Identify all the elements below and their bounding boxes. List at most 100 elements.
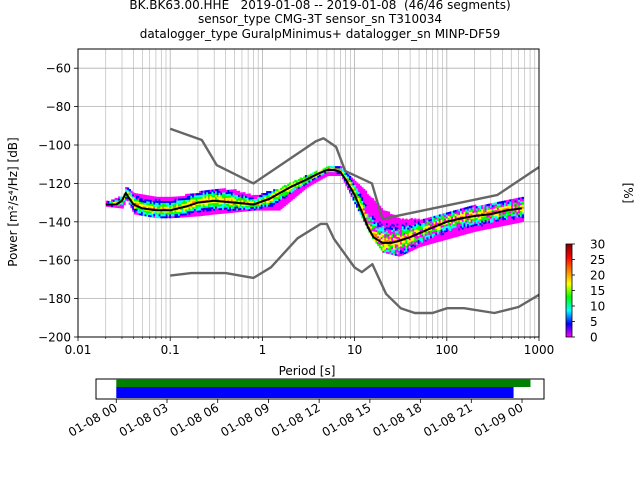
density-cell [223,195,227,199]
density-cell [236,198,239,201]
density-cell [405,247,408,250]
density-cell [148,201,151,204]
density-cell [403,250,406,253]
density-cell [375,218,378,221]
density-cell [410,218,413,221]
density-cell [398,229,401,232]
density-cell [121,204,124,207]
density-cell [505,201,509,205]
density-cell [296,186,299,189]
density-cell [380,223,383,226]
density-cell [207,195,211,198]
density-cell [232,191,235,194]
density-cell [445,214,449,217]
density-cell [174,204,177,207]
density-cell [135,210,138,213]
density-cell [341,177,345,180]
density-cell [423,220,426,223]
density-cell [463,232,466,235]
density-cell [195,195,198,198]
density-cell [220,192,223,195]
density-cell [385,232,389,235]
density-cell [437,237,440,241]
density-cell [190,199,193,202]
density-cell [511,206,514,209]
density-cell [470,209,473,212]
density-cell [148,197,151,200]
density-cell [498,205,502,208]
density-cell [491,216,495,219]
density-cell [135,202,138,206]
density-cell [280,197,283,200]
density-cell [451,235,454,239]
density-cell [378,232,382,235]
density-cell [477,217,480,220]
density-cell [199,194,202,197]
density-cell [204,201,207,205]
density-cell [244,193,248,197]
density-cell [197,206,200,209]
density-cell [234,191,237,194]
density-cell [178,198,181,201]
density-cell [489,216,493,219]
density-cell [155,212,158,215]
density-cell [401,252,405,256]
density-cell [273,200,276,203]
density-cell [162,206,165,209]
density-cell [262,208,265,211]
density-cell [202,202,205,205]
density-cell [243,192,246,195]
density-cell [468,208,472,211]
density-cell [433,217,436,220]
density-cell [269,191,272,194]
density-cell [387,213,391,216]
density-cell [504,204,507,207]
density-cell [142,209,146,213]
density-cell [299,183,302,186]
density-cell [384,218,387,221]
density-cell [202,203,205,207]
density-cell [202,192,205,195]
density-cell [262,194,265,198]
density-cell [304,184,308,187]
density-cell [428,225,431,228]
density-cell [428,234,431,237]
density-cell [493,210,496,213]
density-cell [479,216,482,220]
density-cell [266,204,269,207]
density-cell [137,209,140,212]
density-cell [452,235,456,238]
density-cell [123,197,126,200]
density-cell [516,203,519,206]
density-cell [451,214,454,218]
density-cell [481,224,484,227]
density-cell [440,231,443,234]
density-cell [442,236,445,239]
density-cell [199,204,202,207]
density-cell [368,205,371,208]
timeline-tick-label: 01-09 00 [472,400,526,439]
density-cell [518,205,521,208]
density-cell [215,189,218,192]
density-cell [186,201,190,204]
y-axis-label: Power [m²/s⁴/Hz] [dB] [6,137,20,266]
density-cell [502,202,505,205]
density-cell [299,185,302,188]
density-cell [461,213,465,217]
density-cell [465,214,468,217]
density-cell [512,217,516,221]
density-cell [156,206,160,209]
density-cell [394,224,398,227]
density-cell [350,177,354,180]
density-cell [142,198,146,201]
density-cell [380,210,383,213]
density-cell [185,195,188,199]
density-cell [137,212,140,216]
density-cell [477,226,480,230]
density-cell [437,220,440,223]
density-cell [197,198,200,202]
colorbar-tick-label: 20 [590,269,605,283]
density-cell [153,200,156,203]
density-cell [216,196,220,199]
density-cell [172,206,175,209]
